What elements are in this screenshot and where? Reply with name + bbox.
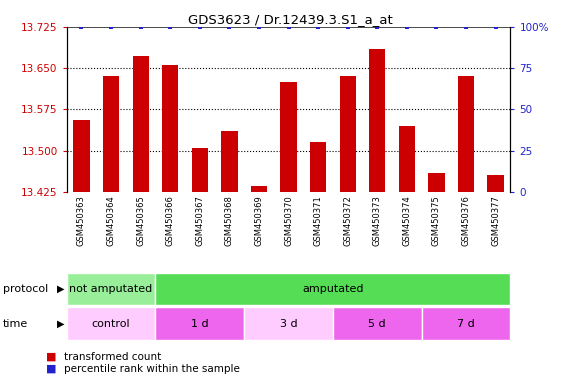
- Text: protocol: protocol: [3, 284, 48, 294]
- Bar: [67, 307, 155, 340]
- Text: ■: ■: [46, 364, 57, 374]
- Bar: [73, 121, 90, 192]
- Bar: [155, 307, 244, 340]
- Bar: [103, 76, 119, 192]
- Bar: [132, 56, 149, 192]
- Point: [195, 24, 204, 30]
- Bar: [339, 76, 356, 192]
- Bar: [369, 49, 386, 192]
- Point: [284, 24, 293, 30]
- Text: GDS3623 / Dr.12439.3.S1_a_at: GDS3623 / Dr.12439.3.S1_a_at: [187, 13, 393, 26]
- Text: percentile rank within the sample: percentile rank within the sample: [64, 364, 240, 374]
- Bar: [221, 131, 238, 192]
- Text: 1 d: 1 d: [191, 318, 209, 329]
- Bar: [398, 126, 415, 192]
- Point: [462, 24, 471, 30]
- Text: not amputated: not amputated: [70, 284, 153, 294]
- Bar: [280, 82, 297, 192]
- Bar: [310, 142, 327, 192]
- Text: 7 d: 7 d: [457, 318, 475, 329]
- Point: [166, 24, 175, 30]
- Bar: [428, 173, 445, 192]
- Point: [224, 24, 234, 30]
- Text: 3 d: 3 d: [280, 318, 298, 329]
- Point: [107, 24, 116, 30]
- Text: transformed count: transformed count: [64, 352, 161, 362]
- Bar: [244, 307, 333, 340]
- Bar: [251, 187, 267, 192]
- Point: [432, 24, 441, 30]
- Point: [343, 24, 352, 30]
- Bar: [487, 175, 504, 192]
- Bar: [67, 273, 155, 305]
- Text: time: time: [3, 318, 28, 329]
- Point: [313, 24, 322, 30]
- Text: ▶: ▶: [57, 284, 64, 294]
- Point: [403, 24, 412, 30]
- Point: [255, 24, 264, 30]
- Bar: [333, 307, 422, 340]
- Bar: [191, 148, 208, 192]
- Bar: [458, 76, 474, 192]
- Text: 5 d: 5 d: [368, 318, 386, 329]
- Text: ■: ■: [46, 352, 57, 362]
- Bar: [422, 307, 510, 340]
- Point: [77, 24, 86, 30]
- Text: ▶: ▶: [57, 318, 64, 329]
- Text: amputated: amputated: [302, 284, 364, 294]
- Text: control: control: [92, 318, 130, 329]
- Point: [136, 24, 145, 30]
- Point: [372, 24, 382, 30]
- Bar: [155, 273, 510, 305]
- Bar: [162, 65, 179, 192]
- Point: [491, 24, 500, 30]
